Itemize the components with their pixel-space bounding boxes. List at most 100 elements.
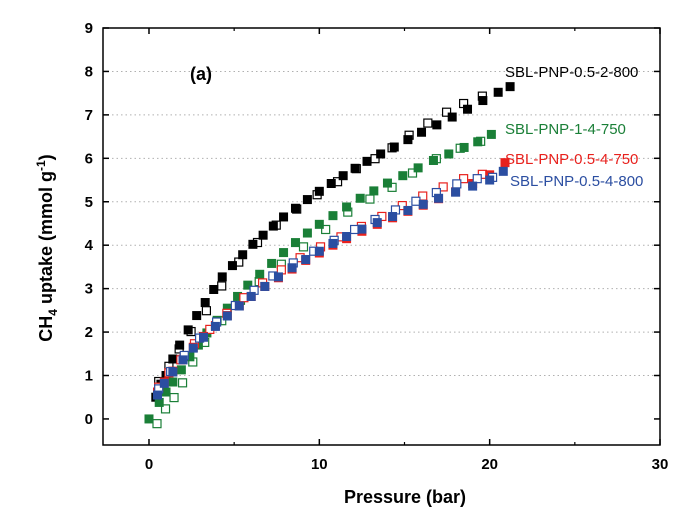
series-SBL-PNP-1-4-750 <box>144 129 496 429</box>
y-tick-label: 6 <box>85 150 93 167</box>
adsorption-point <box>372 218 382 228</box>
adsorption-point <box>338 171 348 181</box>
y-tick-label: 1 <box>85 368 93 385</box>
y-axis-title-end: ) <box>36 154 56 160</box>
adsorption-point <box>209 284 219 294</box>
adsorption-point <box>403 205 413 215</box>
adsorption-point <box>302 195 312 205</box>
adsorption-point <box>290 203 300 213</box>
adsorption-point <box>398 171 408 181</box>
adsorption-point <box>485 175 495 185</box>
desorption-point <box>365 194 375 204</box>
adsorption-point <box>434 193 444 203</box>
adsorption-point <box>188 343 198 353</box>
adsorption-point <box>463 104 473 114</box>
desorption-point <box>177 378 188 388</box>
adsorption-point <box>255 269 265 279</box>
adsorption-point <box>447 112 457 122</box>
adsorption-point <box>287 263 297 273</box>
adsorption-point <box>505 82 515 92</box>
adsorption-point <box>258 230 268 240</box>
adsorption-point <box>468 181 478 191</box>
adsorption-point <box>432 120 442 130</box>
adsorption-point <box>198 332 208 342</box>
desorption-point <box>169 392 179 403</box>
y-axis-title-sub: 4 <box>46 309 60 316</box>
adsorption-point <box>175 340 185 350</box>
desorption-point <box>423 118 433 128</box>
adsorption-point <box>153 390 163 400</box>
desorption-point <box>472 174 482 184</box>
adsorption-point <box>273 272 283 282</box>
gridlines <box>103 70 660 376</box>
desorption-point <box>441 107 452 117</box>
adsorption-point <box>326 179 336 189</box>
adsorption-point <box>342 232 352 241</box>
desorption-point <box>459 174 469 184</box>
desorption-point <box>321 224 331 235</box>
tick-labels: 0 10 20 30 0 1 2 3 4 5 6 7 8 9 <box>85 20 669 473</box>
adsorption-point <box>362 156 372 166</box>
series-label-3: SBL-PNP-0.5-4-800 <box>510 173 643 190</box>
data-marks <box>144 82 515 429</box>
adsorption-point <box>413 163 423 173</box>
y-tick-label: 5 <box>85 194 93 211</box>
adsorption-point <box>238 250 248 260</box>
y-tick-label: 0 <box>85 411 93 428</box>
series-label-1: SBL-PNP-1-4-750 <box>505 121 626 138</box>
adsorption-point <box>168 377 178 387</box>
adsorption-point <box>154 397 164 407</box>
y-axis-title-mid: uptake (mmol g <box>36 171 56 309</box>
y-tick-label: 7 <box>85 107 93 124</box>
desorption-point <box>349 224 360 235</box>
series-label-0: SBL-PNP-0.5-2-800 <box>505 64 638 81</box>
adsorption-point <box>328 238 338 248</box>
adsorption-point <box>161 387 171 397</box>
adsorption-point <box>246 291 256 301</box>
adsorption-point <box>168 354 178 364</box>
y-axis-title-sup: -1 <box>34 160 48 171</box>
adsorption-point <box>355 193 365 203</box>
adsorption-point <box>428 155 438 165</box>
adsorption-point <box>200 298 210 308</box>
plot-frame <box>102 27 661 446</box>
adsorption-point <box>168 367 178 377</box>
x-tick-label: 0 <box>145 456 153 473</box>
adsorption-point <box>176 365 186 375</box>
series-SBL-PNP-0.5-4-800 <box>153 166 508 400</box>
adsorption-point <box>279 212 289 222</box>
desorption-point <box>452 179 462 189</box>
x-tick-label: 20 <box>481 456 498 473</box>
y-tick-label: 4 <box>85 237 94 254</box>
adsorption-point <box>417 127 427 137</box>
adsorption-point <box>369 186 379 196</box>
adsorption-point <box>210 321 220 331</box>
adsorption-point <box>217 272 227 282</box>
adsorption-point <box>144 414 154 424</box>
y-tick-label: 8 <box>85 63 93 80</box>
adsorption-point <box>389 142 399 152</box>
adsorption-point <box>473 137 483 147</box>
adsorption-point <box>222 311 232 321</box>
adsorption-point <box>486 129 496 139</box>
adsorption-point <box>376 149 386 159</box>
desorption-point <box>152 419 162 429</box>
adsorption-point <box>418 199 428 209</box>
adsorption-point <box>478 96 488 106</box>
adsorption-point <box>243 280 253 290</box>
adsorption-point <box>350 163 360 173</box>
adsorption-point <box>451 187 461 197</box>
adsorption-point <box>178 355 188 365</box>
adsorption-point <box>268 221 278 231</box>
adsorption-point <box>183 325 193 335</box>
adsorption-point <box>500 158 510 168</box>
series-label-2: SBL-PNP-0.5-4-750 <box>505 151 638 168</box>
adsorption-point <box>302 228 312 238</box>
adsorption-point <box>267 258 277 268</box>
adsorption-point <box>227 261 237 271</box>
adsorption-point <box>342 202 352 212</box>
adsorption-point <box>260 281 270 291</box>
adsorption-point <box>192 311 202 321</box>
adsorption-point <box>314 219 324 229</box>
